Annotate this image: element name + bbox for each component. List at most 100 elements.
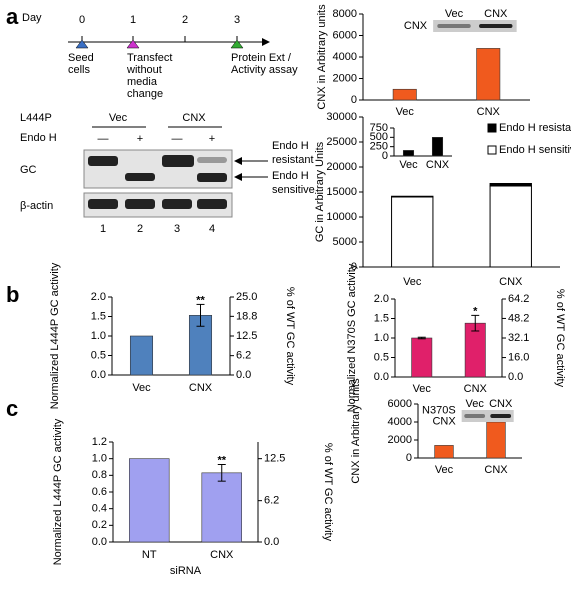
blot-strip — [461, 410, 514, 422]
event-marker — [75, 39, 89, 49]
chart: 0 2000 4000 6000 CNX in Arbitrary units Vec CN… — [350, 378, 522, 484]
y-tick-label: 2000 — [388, 434, 412, 446]
legend-swatch — [487, 145, 497, 155]
blot-lane-label: Vec — [445, 8, 464, 20]
lane-number: 3 — [174, 223, 180, 235]
x-tick-label: NT — [142, 549, 157, 561]
event-marker — [126, 39, 140, 49]
panel-label: b — [6, 282, 19, 307]
chart: 0.0 0.5 1.0 1.5 2.0 0.0 6.2 12.5 18.8 25.0 % of WT… — [49, 262, 296, 409]
y2-tick-label: 48.2 — [508, 312, 529, 324]
y-tick-label: 0 — [382, 150, 388, 162]
day-label: 3 — [234, 14, 240, 26]
y2-tick-label: 64.2 — [508, 293, 529, 305]
bar — [201, 472, 242, 543]
lane-number: 4 — [209, 223, 215, 235]
day-label: 2 — [182, 14, 188, 26]
y-tick-label: 4000 — [388, 416, 412, 428]
x-tick-label: CNX — [426, 159, 450, 171]
y-tick-label: 10000 — [326, 211, 357, 223]
chart: 0.0 0.2 0.4 0.6 0.8 1.0 1.2 0.0 6.2 12.5 % of WT G… — [52, 418, 334, 577]
chart: 0 2000 4000 6000 8000 CNX in Arbitrary units V… — [316, 4, 530, 118]
arrow-label: resistant — [272, 154, 314, 166]
blot-row-label: CNX — [404, 20, 428, 32]
event-label: Seed — [68, 52, 94, 64]
timeline-label: Day — [22, 12, 42, 24]
y-axis-label: CNX in Arbitrary units — [316, 4, 328, 110]
y-tick-label: 5000 — [333, 236, 357, 248]
blot-group: CNX — [182, 112, 206, 124]
band — [197, 199, 227, 209]
arrow-head — [234, 157, 242, 165]
x-tick-label: CNX — [484, 464, 508, 476]
x-tick-label: CNX — [499, 276, 523, 288]
band — [479, 24, 513, 28]
y-tick-label: 2000 — [333, 72, 357, 84]
blot-strip — [433, 20, 517, 32]
arrow-label: Endo H — [272, 170, 309, 182]
y-tick-label: 0 — [351, 94, 357, 106]
y2-tick-label: 18.8 — [236, 310, 257, 322]
event-label: media — [127, 76, 158, 88]
arrow-label: Endo H — [272, 140, 309, 152]
blot-row-label: β-actin — [20, 200, 53, 212]
y-tick-label: 8000 — [333, 8, 357, 20]
band — [88, 199, 118, 209]
y2-tick-label: 0.0 — [236, 369, 251, 381]
legend-swatch — [487, 123, 497, 133]
x-tick-label: CNX — [464, 383, 488, 395]
y-tick-label: 750 — [370, 122, 388, 134]
day-label: 0 — [79, 14, 85, 26]
band — [88, 156, 118, 166]
y2-tick-label: 25.0 — [236, 291, 257, 303]
y-tick-label: 0.2 — [92, 519, 107, 531]
y-axis-label: Normalized N370S GC activity — [346, 263, 358, 412]
treatment: — — [98, 133, 109, 145]
x-tick-label: CNX — [189, 382, 213, 394]
y-tick-label: 25000 — [326, 136, 357, 148]
y-tick-label: 1.5 — [374, 312, 389, 324]
y-tick-label: 1.0 — [374, 332, 389, 344]
arrow-label: sensitive — [272, 184, 315, 196]
event-label: cells — [68, 64, 91, 76]
y2-tick-label: 16.0 — [508, 351, 529, 363]
band — [197, 173, 227, 182]
blot-bands — [88, 155, 227, 209]
x-tick-label: Vec — [435, 464, 454, 476]
y-tick-label: 4000 — [333, 51, 357, 63]
y-tick-label: 2.0 — [374, 293, 389, 305]
x-tick-label: Vec — [399, 159, 418, 171]
treatment: + — [137, 133, 143, 145]
chart: 0.0 0.5 1.0 1.5 2.0 0.0 16.0 32.1 48.2 64.2 % of W… — [346, 263, 566, 412]
y-tick-label: 2.0 — [91, 291, 106, 303]
y-axis-label: GC in Arbitrary Units — [314, 141, 326, 242]
event-label: Protein Ext / — [231, 52, 292, 64]
y-tick-label: 250 — [370, 141, 388, 153]
blot-lane-label: CNX — [484, 8, 508, 20]
panel-label: c — [6, 396, 18, 421]
y-tick-label: 0.0 — [91, 369, 106, 381]
bar-segment — [391, 196, 434, 268]
blot-group: Vec — [109, 112, 128, 124]
bar-segment — [489, 183, 532, 187]
y2-tick-label: 12.5 — [264, 453, 285, 465]
y-tick-label: 0.6 — [92, 486, 107, 498]
bar — [402, 150, 415, 157]
x-tick-label: Vec — [403, 276, 422, 288]
y-tick-label: 500 — [370, 131, 388, 143]
blot-row-label: N370S — [422, 404, 456, 416]
y-tick-label: 0.0 — [92, 536, 107, 548]
bar — [129, 458, 170, 543]
event-marker — [230, 39, 244, 49]
event-label: change — [127, 88, 163, 100]
y-tick-label: 1.2 — [92, 436, 107, 448]
y-tick-label: 0.8 — [92, 469, 107, 481]
y2-axis-label: % of WT GC activity — [284, 287, 296, 386]
y-tick-label: 6000 — [333, 29, 357, 41]
significance: * — [473, 305, 478, 317]
blot-membrane — [83, 149, 233, 189]
y-tick-label: 20000 — [326, 161, 357, 173]
y-tick-label: 1.5 — [91, 310, 106, 322]
